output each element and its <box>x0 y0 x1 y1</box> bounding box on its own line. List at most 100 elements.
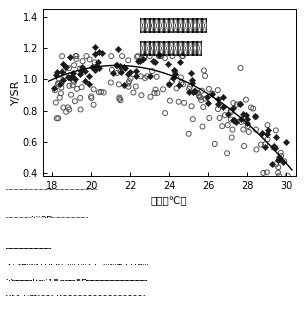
Point <box>233 119 238 124</box>
Point <box>134 74 139 79</box>
Point <box>188 71 193 76</box>
Point <box>58 82 63 87</box>
Point <box>118 98 123 103</box>
Point <box>121 82 126 87</box>
Point <box>220 124 225 129</box>
Point <box>179 81 184 86</box>
Point <box>186 89 191 95</box>
Point <box>239 119 244 124</box>
Point <box>177 82 182 87</box>
Point <box>221 104 226 109</box>
Point <box>210 91 215 96</box>
Point <box>99 89 104 95</box>
Point <box>67 55 72 60</box>
Point <box>150 68 155 73</box>
Point <box>131 90 136 95</box>
Point <box>284 139 289 144</box>
Point <box>258 142 263 147</box>
Point <box>228 108 233 113</box>
Point <box>62 74 67 79</box>
Point <box>239 117 244 122</box>
Point <box>116 47 120 52</box>
Point <box>231 117 236 122</box>
Point <box>78 107 83 112</box>
Point <box>101 90 106 95</box>
Point <box>57 95 62 100</box>
Point <box>89 95 94 100</box>
Point <box>89 94 94 99</box>
Point <box>142 75 147 80</box>
Point <box>145 74 149 79</box>
Point <box>155 90 160 95</box>
Point <box>139 93 144 98</box>
Point <box>273 128 278 133</box>
Point <box>265 137 270 142</box>
Point <box>66 105 70 110</box>
Point <box>128 76 133 81</box>
Point <box>271 145 276 150</box>
Point <box>190 81 195 86</box>
X-axis label: 気温（℃）: 気温（℃） <box>151 196 188 206</box>
Point <box>118 69 123 74</box>
Point <box>197 94 202 99</box>
Point <box>123 65 128 70</box>
Point <box>167 98 172 103</box>
Point <box>163 111 167 116</box>
Point <box>56 76 61 81</box>
Point <box>276 165 281 170</box>
Point <box>278 150 283 155</box>
Point <box>201 68 206 73</box>
Point <box>91 102 96 107</box>
Point <box>176 99 181 104</box>
Point <box>253 114 258 119</box>
Point <box>281 159 285 164</box>
Point <box>285 173 290 178</box>
Point <box>148 94 153 99</box>
Point <box>118 69 123 74</box>
Point <box>270 162 274 167</box>
Point <box>54 72 59 77</box>
Point <box>59 85 64 90</box>
Point <box>117 95 122 100</box>
Point <box>186 131 191 136</box>
Point <box>114 70 119 75</box>
Point <box>243 97 248 102</box>
Point <box>212 141 217 146</box>
Point <box>189 104 194 109</box>
Point <box>263 145 267 150</box>
Point <box>152 90 157 95</box>
Point <box>220 95 225 100</box>
Point <box>91 87 96 92</box>
Point <box>159 54 164 59</box>
Point <box>80 59 85 64</box>
Point <box>64 109 69 114</box>
Point <box>136 58 141 63</box>
Point <box>217 116 222 121</box>
Point <box>73 54 78 59</box>
Point <box>167 82 172 87</box>
Point <box>225 122 230 127</box>
Point <box>72 99 77 104</box>
Point <box>141 56 146 61</box>
Point <box>156 54 161 59</box>
Point <box>74 86 79 91</box>
Point <box>83 68 88 73</box>
Point <box>263 142 267 147</box>
Point <box>264 170 269 175</box>
Point <box>55 70 60 75</box>
Point <box>126 72 131 77</box>
Point <box>86 74 91 79</box>
Point <box>109 67 114 72</box>
Point <box>153 59 158 64</box>
Point <box>56 116 61 121</box>
Point <box>180 54 185 59</box>
Point <box>61 69 66 74</box>
Point <box>229 110 234 115</box>
Point <box>60 54 65 59</box>
Point <box>233 119 238 124</box>
Point <box>181 82 185 87</box>
Point <box>182 100 187 106</box>
Point <box>70 83 75 88</box>
Point <box>190 78 195 83</box>
Point <box>133 68 138 73</box>
